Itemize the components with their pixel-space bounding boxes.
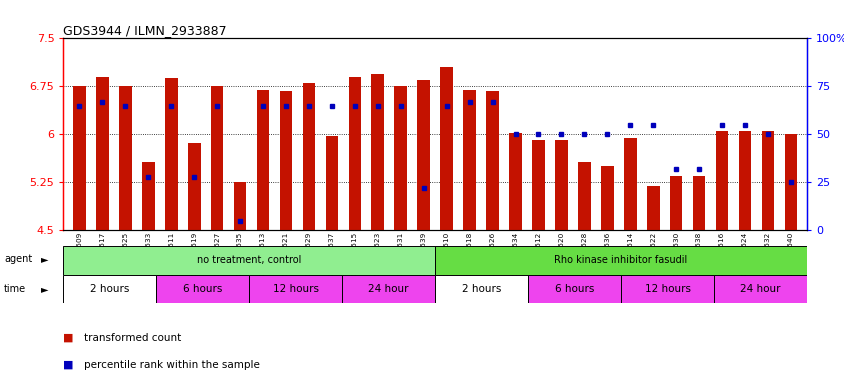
Bar <box>760 131 773 230</box>
Bar <box>713 275 806 303</box>
Bar <box>620 275 713 303</box>
Bar <box>73 86 85 230</box>
Text: 12 hours: 12 hours <box>644 284 690 294</box>
Text: GDS3944 / ILMN_2933887: GDS3944 / ILMN_2933887 <box>63 24 227 37</box>
Bar <box>669 176 682 230</box>
Bar <box>784 134 796 230</box>
Bar <box>249 275 342 303</box>
Bar <box>348 77 360 230</box>
Text: agent: agent <box>4 254 32 264</box>
Bar <box>325 136 338 230</box>
Bar <box>417 80 430 230</box>
Text: ■: ■ <box>63 333 73 343</box>
Text: transformed count: transformed count <box>84 333 181 343</box>
Bar <box>142 162 154 230</box>
Text: ►: ► <box>41 284 48 294</box>
Bar <box>692 176 705 230</box>
Text: 24 hour: 24 hour <box>739 284 780 294</box>
Bar <box>63 246 435 275</box>
Bar <box>738 131 750 230</box>
Bar <box>119 86 132 230</box>
Bar <box>96 77 109 230</box>
Bar <box>555 139 567 230</box>
Text: 24 hour: 24 hour <box>368 284 408 294</box>
Bar <box>463 89 475 230</box>
Bar <box>577 162 590 230</box>
Bar <box>623 137 636 230</box>
Bar <box>509 133 522 230</box>
Text: 12 hours: 12 hours <box>273 284 318 294</box>
Bar <box>435 275 528 303</box>
Bar <box>394 86 407 230</box>
Text: time: time <box>4 284 26 294</box>
Text: 2 hours: 2 hours <box>462 284 500 294</box>
Bar <box>435 246 806 275</box>
Text: no treatment, control: no treatment, control <box>197 255 301 265</box>
Bar <box>528 275 620 303</box>
Bar <box>342 275 435 303</box>
Text: percentile rank within the sample: percentile rank within the sample <box>84 360 260 370</box>
Bar <box>600 166 613 230</box>
Text: 6 hours: 6 hours <box>183 284 222 294</box>
Text: 2 hours: 2 hours <box>90 284 129 294</box>
Bar <box>165 78 177 230</box>
Bar <box>156 275 249 303</box>
Bar <box>63 275 156 303</box>
Bar <box>279 91 292 230</box>
Text: ■: ■ <box>63 360 73 370</box>
Bar <box>211 86 223 230</box>
Bar <box>485 91 498 230</box>
Bar <box>257 89 269 230</box>
Bar <box>302 83 315 230</box>
Bar <box>532 139 544 230</box>
Text: 6 hours: 6 hours <box>555 284 593 294</box>
Bar <box>647 185 658 230</box>
Bar <box>715 131 728 230</box>
Bar <box>187 143 200 230</box>
Text: Rho kinase inhibitor fasudil: Rho kinase inhibitor fasudil <box>554 255 687 265</box>
Bar <box>440 67 452 230</box>
Text: ►: ► <box>41 254 48 264</box>
Bar <box>371 74 384 230</box>
Bar <box>234 182 246 230</box>
